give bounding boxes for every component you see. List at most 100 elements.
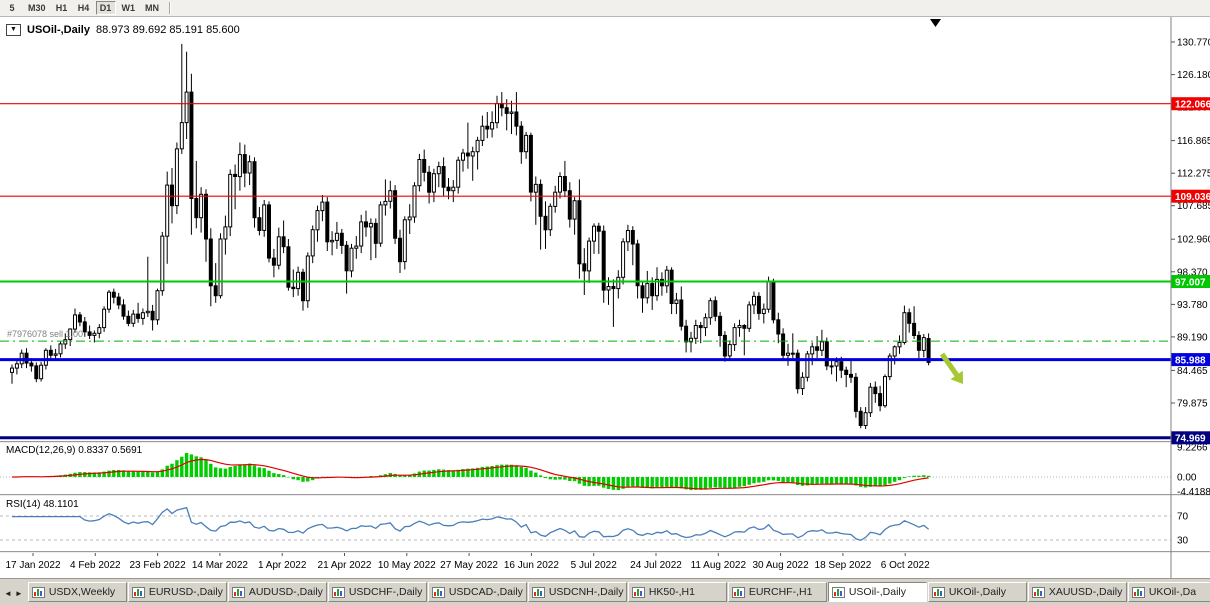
rsi-line bbox=[12, 506, 930, 542]
tabs-scroll-right-button[interactable]: ► bbox=[14, 589, 23, 598]
chart-tab-label: USOil-,Daily bbox=[848, 586, 907, 598]
macd-axis-label: 0.00 bbox=[1177, 473, 1197, 484]
timeframe-button-MN[interactable]: MN bbox=[145, 3, 160, 13]
date-axis-label: 17 Jan 2022 bbox=[5, 560, 60, 571]
chart-tab-label: UKOil-,Da bbox=[1148, 586, 1197, 598]
chart-symbol-period: USOil-,Daily bbox=[27, 24, 90, 36]
chart-tabs-strip: USDX,Weekly EURUSD-,Daily AUDUSD-,Daily USD… bbox=[27, 582, 1210, 602]
price-axis-label: 98.370 bbox=[1177, 267, 1208, 278]
chart-icon bbox=[331, 586, 345, 598]
position-line-label: #7976078 sell 1.00 bbox=[7, 329, 84, 339]
chart-title-overlay: ▼ USOil-,Daily 88.973 89.692 85.191 85.6… bbox=[6, 24, 240, 36]
date-axis-label: 10 May 2022 bbox=[378, 560, 436, 571]
price-axis-label: 89.190 bbox=[1177, 332, 1208, 343]
timeframe-button-W1[interactable]: W1 bbox=[121, 3, 136, 13]
timeframe-button-H4[interactable]: H4 bbox=[77, 3, 90, 13]
date-axis-label: 30 Aug 2022 bbox=[753, 560, 810, 571]
rsi-axis-label: 30 bbox=[1177, 536, 1189, 547]
toolbar-separator bbox=[169, 2, 171, 14]
chart-tab-label: EURUSD-,Daily bbox=[148, 586, 223, 598]
price-axis-label: 116.865 bbox=[1177, 136, 1210, 147]
macd-axis-label: -4.4188 bbox=[1177, 487, 1210, 498]
price-tag-text: 97.007 bbox=[1175, 277, 1206, 288]
price-axis: 130.770126.180121.590116.865112.275107.6… bbox=[1171, 38, 1210, 498]
rsi-label: RSI(14) 48.1101 bbox=[6, 499, 79, 510]
one-click-trading-toggle[interactable]: ▼ bbox=[6, 24, 21, 36]
chart-shift-marker[interactable] bbox=[930, 19, 941, 27]
date-axis-label: 5 Jul 2022 bbox=[571, 560, 618, 571]
chart-tab-xauusd-daily[interactable]: XAUUSD-,Daily bbox=[1027, 582, 1127, 602]
chart-icon bbox=[1031, 586, 1045, 598]
chart-tab-hk50-h1[interactable]: HK50-,H1 bbox=[627, 582, 727, 602]
chart-tab-label: USDCNH-,Daily bbox=[548, 586, 624, 598]
price-axis-label: 107.685 bbox=[1177, 201, 1210, 212]
date-axis-label: 24 Jul 2022 bbox=[630, 560, 682, 571]
chart-icon bbox=[831, 586, 845, 598]
chart-icon bbox=[431, 586, 445, 598]
price-axis-label: 79.875 bbox=[1177, 398, 1208, 409]
price-tag-97.007 bbox=[1171, 275, 1210, 288]
chart-tab-label: USDX,Weekly bbox=[48, 586, 116, 598]
chart-tab-label: USDCAD-,Daily bbox=[448, 586, 523, 598]
price-axis-label: 102.960 bbox=[1177, 235, 1210, 246]
chart-tab-label: AUDUSD-,Daily bbox=[248, 586, 323, 598]
price-tag-text: 74.969 bbox=[1175, 434, 1206, 445]
macd-axis-label: 9.2266 bbox=[1177, 443, 1208, 454]
date-axis-label: 23 Feb 2022 bbox=[130, 560, 187, 571]
date-axis-label: 16 Jun 2022 bbox=[504, 560, 559, 571]
price-axis-label: 84.465 bbox=[1177, 366, 1208, 377]
timeframe-button-5[interactable]: 5 bbox=[9, 3, 15, 13]
macd-signal-line bbox=[12, 458, 929, 490]
chart-icon bbox=[631, 586, 645, 598]
timeframe-button-H1[interactable]: H1 bbox=[55, 3, 68, 13]
chart-tab-usdcad-daily[interactable]: USDCAD-,Daily bbox=[427, 582, 527, 602]
date-axis-label: 14 Mar 2022 bbox=[192, 560, 249, 571]
chart-tab-usdx-weekly[interactable]: USDX,Weekly bbox=[27, 582, 127, 602]
price-tag-text: 122.066 bbox=[1175, 100, 1210, 111]
candlestick-series bbox=[10, 43, 931, 429]
chart-icon bbox=[931, 586, 945, 598]
macd-label: MACD(12,26,9) 0.8337 0.5691 bbox=[6, 445, 143, 456]
chart-tab-label: UKOil-,Daily bbox=[948, 586, 1007, 598]
chart-icon bbox=[131, 586, 145, 598]
chart-tab-audusd-daily[interactable]: AUDUSD-,Daily bbox=[227, 582, 327, 602]
tabs-scroll-left-button[interactable]: ◄ bbox=[4, 589, 12, 598]
chart-icon bbox=[531, 586, 545, 598]
chart-tab-label: HK50-,H1 bbox=[648, 586, 695, 598]
chart-icon bbox=[731, 586, 745, 598]
chart-tab-ukoil-daily[interactable]: UKOil-,Daily bbox=[927, 582, 1027, 602]
price-axis-label: 130.770 bbox=[1177, 38, 1210, 49]
date-axis-label: 11 Aug 2022 bbox=[691, 560, 747, 571]
price-tag-text: 109.036 bbox=[1175, 192, 1210, 203]
date-axis-label: 4 Feb 2022 bbox=[70, 560, 121, 571]
chart-tab-label: USDCHF-,Daily bbox=[348, 586, 423, 598]
chart-tab-eurchf-h1[interactable]: EURCHF-,H1 bbox=[727, 582, 827, 602]
price-tag-74.969 bbox=[1171, 431, 1210, 445]
chart-ohlc-values: 88.973 89.692 85.191 85.600 bbox=[95, 24, 240, 36]
drawn-arrow-object[interactable] bbox=[939, 352, 963, 385]
chart-tab-label: XAUUSD-,Daily bbox=[1048, 586, 1123, 598]
chart-tab-eurusd-daily[interactable]: EURUSD-,Daily bbox=[127, 582, 227, 602]
date-axis-label: 21 Apr 2022 bbox=[318, 560, 372, 571]
rsi-axis-label: 70 bbox=[1177, 512, 1189, 523]
price-tag-122.066 bbox=[1171, 97, 1210, 111]
chart-tab-label: EURCHF-,H1 bbox=[748, 586, 813, 598]
chart-tab-usdchf-daily[interactable]: USDCHF-,Daily bbox=[327, 582, 427, 602]
chart-tab-ukoil-da[interactable]: UKOil-,Da bbox=[1127, 582, 1210, 602]
price-axis-label: 93.780 bbox=[1177, 300, 1208, 311]
price-tag-text: 85.988 bbox=[1175, 355, 1206, 366]
timeframe-button-M30[interactable]: M30 bbox=[28, 3, 46, 13]
price-tag-85.988 bbox=[1171, 353, 1210, 367]
price-axis-label: 112.275 bbox=[1177, 169, 1210, 180]
chart-tab-usoil-daily[interactable]: USOil-,Daily bbox=[827, 582, 927, 602]
date-axis-label: 27 May 2022 bbox=[440, 560, 498, 571]
chart-icon bbox=[31, 586, 45, 598]
chart-tab-usdcnh-daily[interactable]: USDCNH-,Daily bbox=[527, 582, 627, 602]
chart-icon bbox=[1131, 586, 1145, 598]
price-axis-label: 126.180 bbox=[1177, 70, 1210, 81]
tabs-scroll-nav: ◄ ► bbox=[4, 589, 23, 598]
timeframe-button-D1[interactable]: D1 bbox=[95, 1, 116, 15]
chart-icon bbox=[231, 586, 245, 598]
date-axis-label: 1 Apr 2022 bbox=[258, 560, 307, 571]
